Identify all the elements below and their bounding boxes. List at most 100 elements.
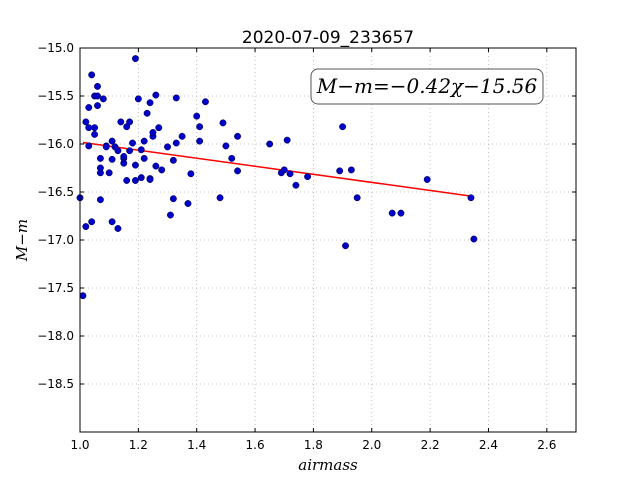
data-point bbox=[196, 123, 204, 131]
data-point bbox=[342, 242, 349, 250]
data-point bbox=[131, 55, 139, 63]
data-point bbox=[155, 124, 163, 132]
data-point bbox=[184, 200, 192, 207]
data-point bbox=[169, 156, 177, 164]
data-point bbox=[96, 196, 104, 204]
data-point bbox=[397, 209, 405, 217]
data-point bbox=[172, 139, 180, 147]
data-point bbox=[94, 82, 101, 90]
data-point bbox=[140, 154, 148, 162]
x-tick-label: 1.4 bbox=[187, 438, 206, 452]
data-point bbox=[149, 129, 157, 136]
data-point bbox=[470, 235, 478, 243]
x-tick-label: 2.4 bbox=[479, 438, 498, 452]
data-point bbox=[158, 166, 166, 174]
data-point bbox=[193, 112, 201, 120]
data-point bbox=[131, 161, 139, 169]
chart-title: 2020-07-09_233657 bbox=[242, 28, 414, 48]
data-point bbox=[234, 167, 242, 175]
fit-line-group bbox=[82, 141, 472, 197]
y-tick-label: −18.5 bbox=[37, 377, 74, 391]
data-point bbox=[164, 143, 171, 151]
y-tick-label: −16.5 bbox=[37, 185, 74, 199]
data-point bbox=[347, 166, 355, 174]
data-point bbox=[88, 71, 96, 79]
data-point bbox=[178, 132, 186, 140]
data-point bbox=[172, 94, 180, 102]
data-point bbox=[85, 142, 93, 150]
data-point bbox=[134, 95, 142, 103]
y-tick-label: −16.0 bbox=[37, 137, 74, 151]
data-point bbox=[137, 174, 145, 182]
data-point bbox=[222, 142, 230, 150]
data-point bbox=[137, 146, 145, 154]
data-point bbox=[114, 147, 122, 155]
data-point bbox=[129, 139, 136, 147]
data-point bbox=[216, 194, 224, 202]
data-point bbox=[120, 159, 128, 167]
data-point bbox=[123, 177, 131, 184]
data-point bbox=[146, 176, 154, 183]
data-point bbox=[120, 153, 128, 160]
data-point bbox=[82, 118, 90, 126]
data-point bbox=[234, 132, 242, 140]
data-point bbox=[187, 170, 195, 178]
data-point bbox=[117, 118, 125, 126]
data-point bbox=[219, 119, 227, 127]
x-tick-label: 1.2 bbox=[129, 438, 148, 452]
data-point bbox=[108, 218, 116, 226]
y-tick-label: −18.0 bbox=[37, 329, 74, 343]
data-point bbox=[467, 194, 475, 202]
x-tick-label: 1.0 bbox=[70, 438, 89, 452]
data-point bbox=[166, 211, 174, 219]
fit-annotation: M−m=−0.42χ−15.56 bbox=[310, 68, 544, 105]
data-point bbox=[143, 109, 151, 117]
data-point bbox=[152, 162, 160, 170]
data-point bbox=[266, 140, 274, 148]
x-tick-label: 2.6 bbox=[537, 438, 556, 452]
data-point bbox=[108, 155, 116, 163]
data-point bbox=[126, 118, 134, 126]
data-point bbox=[196, 137, 204, 145]
data-point bbox=[146, 99, 154, 107]
data-point bbox=[292, 181, 300, 189]
data-point bbox=[79, 292, 87, 300]
data-point bbox=[99, 95, 107, 103]
annotation-box bbox=[310, 68, 544, 105]
data-point bbox=[91, 130, 99, 138]
x-tick-labels: 1.0 1.2 1.4 1.6 1.8 2.0 2.2 2.4 2.6 bbox=[70, 438, 556, 452]
data-point bbox=[85, 124, 93, 132]
y-tick-label: −17.5 bbox=[37, 281, 74, 295]
data-point bbox=[82, 223, 90, 231]
data-point bbox=[85, 104, 93, 111]
x-tick-label: 1.8 bbox=[304, 438, 323, 452]
data-point bbox=[140, 137, 148, 145]
data-point bbox=[88, 218, 96, 226]
data-point bbox=[388, 209, 396, 217]
data-point bbox=[96, 154, 104, 162]
data-point bbox=[94, 102, 101, 110]
data-point bbox=[423, 176, 431, 183]
data-point bbox=[336, 167, 344, 175]
y-tick-label: −17.0 bbox=[37, 233, 74, 247]
x-tick-label: 1.6 bbox=[246, 438, 265, 452]
data-point bbox=[108, 137, 116, 145]
data-point bbox=[169, 195, 177, 203]
x-axis-label: airmass bbox=[298, 456, 358, 474]
data-point bbox=[280, 166, 288, 174]
data-point bbox=[286, 170, 294, 178]
data-point bbox=[114, 225, 122, 232]
data-point bbox=[152, 91, 160, 99]
data-point bbox=[283, 136, 291, 144]
axis-ticks bbox=[79, 47, 576, 432]
annotation-text: M−m=−0.42χ−15.56 bbox=[316, 74, 538, 98]
data-points bbox=[76, 55, 478, 300]
fit-line bbox=[82, 141, 472, 197]
data-point bbox=[94, 92, 101, 100]
x-tick-label: 2.2 bbox=[421, 438, 440, 452]
data-point bbox=[96, 164, 104, 172]
data-point bbox=[339, 123, 347, 131]
data-point bbox=[126, 147, 134, 155]
data-point bbox=[105, 169, 113, 177]
